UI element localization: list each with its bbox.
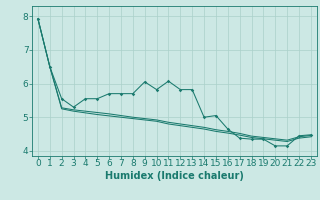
X-axis label: Humidex (Indice chaleur): Humidex (Indice chaleur): [105, 171, 244, 181]
